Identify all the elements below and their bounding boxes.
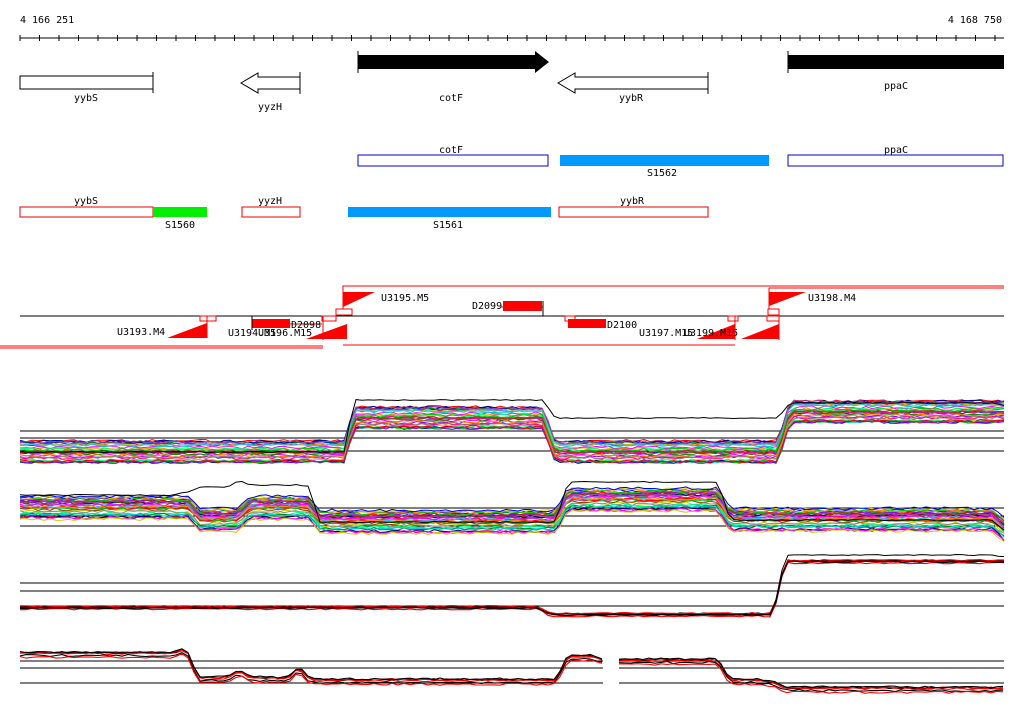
profile-panel-2: [19, 480, 1005, 542]
profile-line: [19, 399, 1005, 454]
feature-label: U3196.M15: [258, 328, 312, 339]
profile-line: [19, 398, 1005, 444]
annotation-label: S1561: [433, 220, 463, 231]
gene-track: yybS yyzH cotF yybR ppaC: [19, 51, 1004, 113]
profile-line: [19, 560, 1005, 617]
feature-U3195.M5[interactable]: U3195.M5: [335, 288, 429, 316]
annotation-yybS[interactable]: yybS: [19, 196, 154, 218]
annotation-S1560[interactable]: S1560: [153, 207, 207, 231]
annotation-S1562[interactable]: S1562: [560, 155, 769, 179]
annotation-label: S1560: [165, 220, 195, 231]
annotation-label: S1562: [647, 168, 677, 179]
gene-label: yybR: [619, 93, 644, 104]
annotation-label: yybR: [620, 196, 645, 207]
feature-U3193.M4[interactable]: U3193.M4: [117, 315, 217, 338]
profile-line: [19, 407, 1005, 452]
profile-line: [19, 480, 1005, 531]
profile-line: [19, 419, 1005, 464]
feature-U3194.M5[interactable]: U3194.M5: [228, 316, 290, 339]
gene-yybS[interactable]: yybS: [19, 72, 154, 104]
feature-label: D2098: [291, 320, 321, 331]
ruler-end-label: 4 168 750: [948, 15, 1002, 26]
profile-line: [19, 413, 1004, 458]
feature-label: U3194.M5: [228, 328, 276, 339]
feature-track: U3195.M5 D2099 U3198.M4 U3193.M4 U3194.M…: [0, 285, 1004, 349]
ruler-start-label: 4 166 251: [20, 15, 74, 26]
profile-line: [19, 399, 1005, 444]
profile-line: [618, 660, 1004, 693]
annotation-cotF[interactable]: cotF: [357, 145, 549, 167]
gene-yybR[interactable]: yybR: [557, 72, 709, 104]
profile-line: [19, 492, 1005, 524]
annotation-label: yyzH: [258, 196, 282, 207]
annotation-yybR[interactable]: yybR: [558, 196, 709, 218]
feature-U3197.M15[interactable]: U3197.M15: [639, 315, 739, 340]
gene-label: cotF: [439, 93, 463, 104]
gene-yyzH[interactable]: yyzH: [240, 72, 301, 113]
feature-U3198.M4[interactable]: U3198.M4: [767, 288, 856, 316]
profile-line: [19, 419, 1005, 464]
profile-panel-3: [19, 553, 1005, 618]
blue-annotation-track: cotF S1562 ppaC: [357, 145, 1004, 179]
feature-U3196.M15[interactable]: U3196.M15: [258, 316, 347, 340]
feature-label: U3199.M15: [684, 328, 738, 339]
profile-line: [19, 558, 1004, 615]
profile-line: [19, 651, 603, 684]
gene-ppaC[interactable]: ppaC: [787, 51, 1004, 92]
gene-cotF[interactable]: cotF: [357, 51, 549, 104]
profile-line: [20, 497, 1005, 531]
profile-line: [19, 509, 1005, 542]
annotation-label: cotF: [439, 145, 463, 156]
expression-profiles: [19, 398, 1005, 694]
feature-label: U3195.M5: [381, 293, 429, 304]
profile-line: [19, 491, 1005, 525]
annotation-label: yybS: [74, 196, 98, 207]
annotation-ppaC[interactable]: ppaC: [787, 145, 1004, 167]
annotation-yyzH[interactable]: yyzH: [241, 196, 301, 218]
profile-line: [19, 653, 603, 686]
feature-D2100[interactable]: D2100: [564, 315, 637, 331]
feature-D2098[interactable]: D2098: [290, 315, 337, 331]
ruler-ticks: [19, 35, 996, 41]
profile-line: [19, 403, 1005, 448]
gene-label: ppaC: [884, 81, 908, 92]
profile-line: [19, 415, 1005, 460]
feature-D2099[interactable]: D2099: [472, 301, 544, 316]
profile-line: [19, 648, 603, 681]
profile-line: [618, 657, 1004, 689]
gene-label: yyzH: [258, 102, 282, 113]
profile-line: [19, 494, 1005, 528]
profile-line: [19, 488, 1005, 522]
feature-U3199.M15[interactable]: U3199.M15: [684, 315, 780, 340]
red-annotation-track: yybS S1560 yyzH S1561 yybR: [19, 196, 709, 231]
profile-line: [19, 489, 1005, 521]
profile-panel-4: [19, 648, 1004, 694]
profile-line: [19, 409, 1005, 454]
profile-line: [19, 504, 1005, 538]
feature-label: D2100: [607, 320, 637, 331]
feature-label: D2099: [472, 301, 502, 312]
annotation-S1561[interactable]: S1561: [348, 207, 551, 231]
feature-label: U3197.M15: [639, 328, 693, 339]
profile-line: [19, 402, 1005, 447]
profile-line: [618, 663, 1004, 694]
annotation-label: ppaC: [884, 145, 908, 156]
profile-line: [20, 553, 1005, 617]
coordinate-ruler: 4 166 251 4 168 750: [19, 15, 1004, 41]
feature-label: U3193.M4: [117, 327, 165, 338]
profile-panel-1: [19, 398, 1005, 465]
profile-line: [19, 507, 1005, 541]
gene-label: yybS: [74, 93, 98, 104]
transcript-span: [342, 285, 1004, 288]
profile-line: [19, 486, 1005, 518]
feature-label: U3198.M4: [808, 293, 856, 304]
